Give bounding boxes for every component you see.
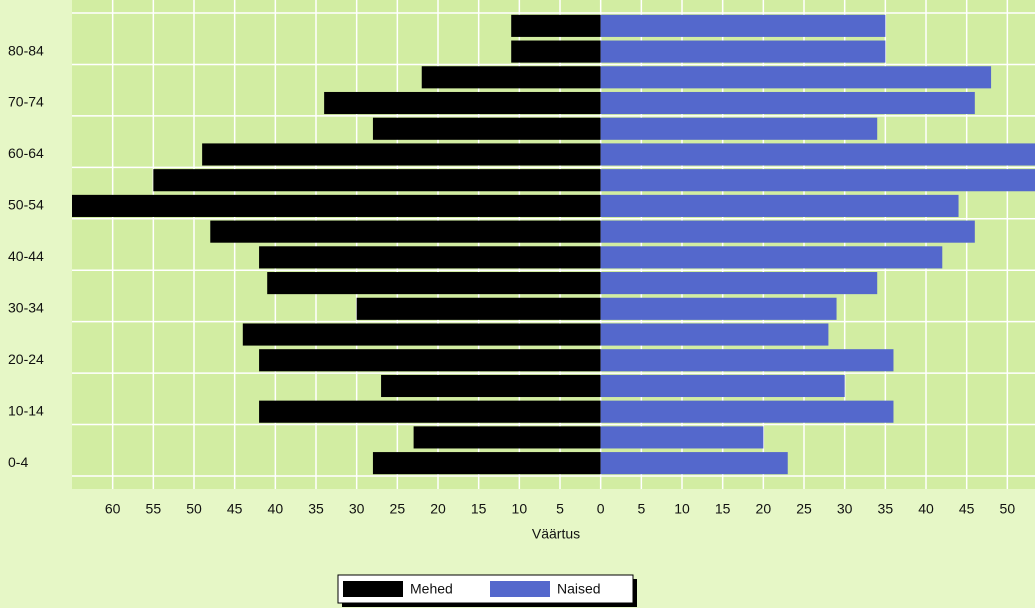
x-tick-label: 45 bbox=[227, 501, 243, 517]
y-tick-label: 30-34 bbox=[8, 300, 44, 316]
y-tick-label: 40-44 bbox=[8, 248, 44, 264]
x-tick-label: 60 bbox=[105, 501, 121, 517]
bar bbox=[600, 246, 943, 269]
bar bbox=[372, 117, 601, 140]
bar bbox=[210, 220, 601, 243]
x-tick-label: 40 bbox=[268, 501, 284, 517]
bar bbox=[242, 323, 601, 346]
x-tick-label: 0 bbox=[597, 501, 605, 517]
y-tick-label: 50-54 bbox=[8, 197, 44, 213]
bar bbox=[413, 426, 601, 449]
y-tick-label: 10-14 bbox=[8, 402, 44, 418]
x-tick-label: 55 bbox=[146, 501, 162, 517]
legend-label: Naised bbox=[557, 581, 601, 597]
x-tick-label: 20 bbox=[430, 501, 446, 517]
bar bbox=[600, 117, 878, 140]
bar bbox=[511, 40, 601, 63]
bar bbox=[259, 246, 601, 269]
bar bbox=[600, 194, 959, 217]
bar bbox=[153, 169, 601, 192]
x-tick-label: 25 bbox=[390, 501, 406, 517]
y-tick-label: 70-74 bbox=[8, 94, 44, 110]
x-tick-label: 35 bbox=[308, 501, 324, 517]
bar bbox=[421, 66, 601, 89]
x-tick-label: 30 bbox=[837, 501, 853, 517]
bar bbox=[600, 426, 764, 449]
x-tick-label: 5 bbox=[637, 501, 645, 517]
bar bbox=[600, 14, 886, 37]
legend: Mehed Naised bbox=[337, 574, 637, 607]
bar bbox=[600, 400, 894, 423]
x-tick-label: 30 bbox=[349, 501, 365, 517]
legend-swatch bbox=[343, 581, 403, 597]
bar bbox=[600, 272, 878, 295]
x-tick-label: 40 bbox=[918, 501, 934, 517]
bar bbox=[259, 349, 601, 372]
legend-swatch bbox=[490, 581, 550, 597]
bar bbox=[600, 323, 829, 346]
x-tick-label: 15 bbox=[471, 501, 487, 517]
x-axis-label: Väärtus bbox=[532, 526, 580, 542]
bar bbox=[267, 272, 601, 295]
x-tick-label: 10 bbox=[512, 501, 528, 517]
x-tick-label: 15 bbox=[715, 501, 731, 517]
bar bbox=[372, 452, 601, 475]
bar bbox=[600, 452, 788, 475]
bars bbox=[72, 14, 1035, 475]
bar bbox=[600, 169, 1035, 192]
x-tick-label: 50 bbox=[186, 501, 202, 517]
x-tick-label: 25 bbox=[796, 501, 812, 517]
bar bbox=[600, 297, 837, 320]
bar bbox=[600, 220, 975, 243]
legend-label: Mehed bbox=[410, 581, 453, 597]
y-tick-label: 0-4 bbox=[8, 454, 28, 470]
bar bbox=[202, 143, 601, 166]
bar bbox=[381, 374, 601, 398]
bar bbox=[356, 297, 601, 320]
bar bbox=[600, 374, 845, 398]
y-tick-label: 60-64 bbox=[8, 145, 44, 161]
x-tick-label: 45 bbox=[959, 501, 975, 517]
x-tick-label: 10 bbox=[674, 501, 690, 517]
x-tick-label: 5 bbox=[556, 501, 564, 517]
bar bbox=[324, 91, 601, 115]
bar bbox=[600, 349, 894, 372]
bar bbox=[511, 14, 601, 37]
y-tick-label: 80-84 bbox=[8, 42, 44, 58]
bar bbox=[600, 40, 886, 63]
x-tick-label: 20 bbox=[756, 501, 772, 517]
bar bbox=[600, 66, 992, 89]
bar bbox=[72, 194, 601, 217]
bar bbox=[600, 143, 1035, 166]
y-tick-label: 20-24 bbox=[8, 351, 44, 367]
x-tick-label: 50 bbox=[1000, 501, 1016, 517]
x-tick-label: 35 bbox=[878, 501, 894, 517]
bar bbox=[600, 91, 975, 115]
bar bbox=[259, 400, 601, 423]
